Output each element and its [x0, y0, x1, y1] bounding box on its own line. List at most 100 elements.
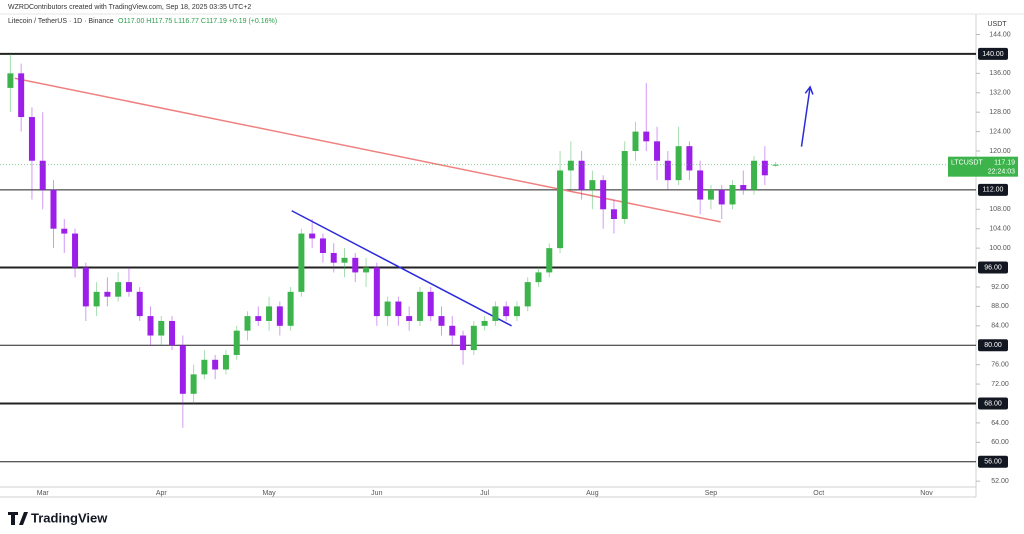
candle-body: [201, 359, 208, 375]
trend-line: [14, 77, 721, 223]
y-tick-label: 128.00: [989, 109, 1011, 116]
candle-body: [190, 374, 197, 394]
candle-body: [589, 180, 596, 190]
candle-body: [643, 131, 650, 142]
candle-body: [600, 180, 607, 210]
candle-body: [233, 330, 240, 355]
candle-body: [179, 345, 186, 394]
y-tick-label: 120.00: [989, 148, 1011, 155]
candle-body: [697, 170, 704, 200]
y-tick-label: 136.00: [989, 70, 1011, 77]
level-label: 80.00: [984, 342, 1002, 349]
candle-body: [276, 306, 283, 326]
level-label: 96.00: [984, 264, 1002, 271]
candle-body: [298, 233, 305, 292]
arrow-head: [804, 85, 814, 95]
level-tag: [978, 397, 1008, 410]
candle-body: [115, 282, 122, 297]
y-tick-label: 76.00: [991, 361, 1009, 368]
candle-body: [72, 233, 79, 268]
candle-body: [578, 160, 585, 190]
level-tag: [978, 339, 1008, 352]
candle-body: [363, 267, 370, 273]
candle-body: [341, 257, 348, 263]
candle-body: [470, 325, 477, 351]
arrow: [800, 86, 811, 147]
level-label: 140.00: [982, 51, 1004, 58]
price-tag-countdown: 22:24:03: [988, 169, 1015, 176]
candle-body: [524, 282, 531, 307]
candle-body: [28, 117, 35, 161]
candle-body: [557, 170, 564, 249]
candle-body: [104, 291, 111, 297]
y-tick-label: 88.00: [991, 303, 1009, 310]
candle-body: [384, 301, 391, 317]
candle-body: [255, 316, 262, 321]
candle-body: [244, 316, 251, 331]
candle-body: [50, 189, 57, 229]
x-tick-label: May: [262, 490, 276, 497]
candle-body: [492, 306, 499, 321]
y-tick-label: 64.00: [991, 420, 1009, 427]
candle-body: [39, 160, 46, 190]
x-tick-label: Sep: [705, 490, 718, 497]
candle-body: [309, 233, 316, 239]
level-label: 68.00: [984, 400, 1002, 407]
candle-body: [621, 151, 628, 219]
candle-body: [729, 185, 736, 205]
candle-body: [125, 282, 132, 292]
y-tick-label: 104.00: [989, 226, 1011, 233]
candle-body: [352, 257, 359, 273]
candle-body: [373, 267, 380, 317]
level-tag: [978, 261, 1008, 274]
candle-body: [18, 73, 25, 118]
candle-body: [503, 306, 510, 317]
candle-body: [610, 209, 617, 219]
trend-line: [291, 210, 512, 327]
candle-body: [438, 316, 445, 326]
candle-body: [654, 141, 661, 161]
level-tag: [978, 183, 1008, 196]
candle-body: [212, 359, 219, 370]
candle-body: [169, 320, 176, 346]
candle-body: [718, 189, 725, 205]
candle-body: [460, 335, 467, 351]
price-tag: [948, 156, 1018, 177]
candle-body: [707, 189, 714, 200]
x-tick-label: Jul: [480, 490, 489, 497]
brand-name: TradingView: [31, 510, 108, 525]
y-tick-label: 132.00: [989, 90, 1011, 97]
candle-body: [136, 291, 143, 317]
candle-body: [546, 248, 553, 273]
currency: USDT: [987, 21, 1007, 28]
brand-logo: TradingView: [8, 510, 108, 525]
credit: WZRDContributors created with TradingVie…: [8, 4, 251, 11]
candle-body: [632, 131, 639, 152]
y-tick-label: 124.00: [989, 128, 1011, 135]
candle-body: [330, 252, 337, 263]
candle-body: [82, 267, 89, 307]
level-tag: [978, 455, 1008, 468]
candle-body: [513, 306, 520, 317]
candle-body: [772, 164, 779, 166]
x-tick-label: Jun: [371, 490, 382, 497]
candle-body: [664, 160, 671, 181]
candle-body: [416, 291, 423, 321]
ohlc-legend: O117.00 H117.75 L116.77 C117.19 +0.19 (+…: [118, 18, 277, 25]
candle-body: [751, 160, 758, 190]
candle-body: [61, 228, 68, 234]
candle-body: [535, 272, 542, 283]
symbol-title: Litecoin / TetherUS · 1D · Binance: [8, 18, 114, 25]
x-tick-label: Nov: [920, 490, 933, 497]
candle-body: [147, 316, 154, 336]
y-tick-label: 84.00: [991, 323, 1009, 330]
y-tick-label: 60.00: [991, 439, 1009, 446]
candle-body: [675, 146, 682, 181]
candle-body: [761, 160, 768, 176]
candle-body: [406, 316, 413, 321]
candle-body: [686, 146, 693, 171]
candle-body: [287, 291, 294, 326]
price-tag-symbol: LTCUSDT: [951, 160, 983, 167]
candle-body: [567, 160, 574, 171]
